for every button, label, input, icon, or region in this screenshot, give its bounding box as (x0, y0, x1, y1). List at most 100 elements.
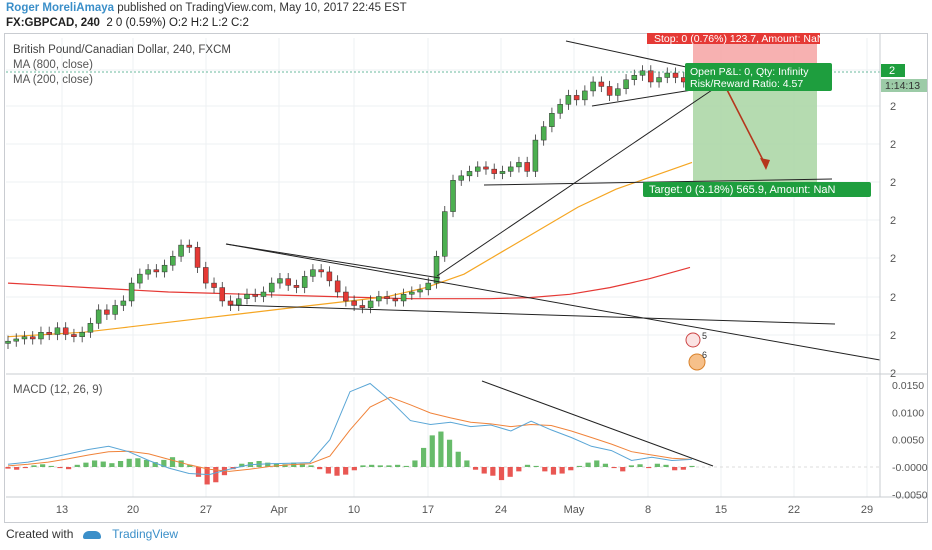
trendline (436, 85, 719, 277)
target-label: Target: 0 (3.18%) 565.9, Amount: NaN (649, 184, 836, 196)
uk-flag-icon (688, 353, 706, 371)
candle-body (71, 334, 77, 337)
candle-body (639, 70, 646, 76)
macd-histogram-bar (663, 464, 669, 467)
macd-histogram-bar (100, 461, 106, 467)
macd-histogram-bar (429, 435, 435, 467)
candle-body (194, 247, 201, 268)
macd-histogram-bar (204, 467, 210, 485)
candle-body (293, 285, 300, 288)
macd-histogram-bar (369, 464, 375, 467)
candle-body (54, 327, 61, 335)
symbol-line: FX:GBPCAD, 240 2 0 (0.59%) O:2 H:2 L:2 C… (6, 17, 249, 29)
macd-histogram-bar (14, 467, 20, 470)
macd-signal-line (7, 396, 693, 472)
time-axis-label: 27 (200, 504, 212, 516)
open-pl-bg (685, 63, 832, 91)
candle-body (137, 273, 143, 284)
candle-body (351, 300, 357, 306)
macd-histogram-bar (152, 462, 158, 467)
time-axis-label: Apr (270, 504, 287, 516)
stop-label: Stop: 0 (0.76%) 123.7, Amount: NaN (654, 33, 824, 45)
macd-axis-label: 0.0100 (892, 407, 924, 419)
candle-body (433, 256, 440, 284)
candle-body (178, 244, 184, 257)
macd-histogram-bar (377, 465, 383, 467)
macd-histogram-bar (22, 467, 28, 469)
candle-body (425, 282, 432, 291)
countdown-label: 1:14:13 (885, 80, 920, 92)
time-axis-label: 10 (348, 504, 360, 516)
trendline (591, 89, 693, 107)
legend-ma800: MA (800, close) (13, 59, 93, 71)
macd-histogram-bar (395, 464, 401, 467)
candle-body (672, 72, 679, 78)
candle-body (549, 113, 555, 127)
macd-histogram-bar (57, 467, 63, 469)
author-link[interactable]: Roger MoreliAmaya (6, 2, 115, 14)
candle-body (21, 336, 28, 340)
candle-body (623, 79, 629, 89)
tradingview-logo-icon (82, 530, 101, 539)
price-axis-label: 2 (890, 139, 896, 151)
macd-histogram-bar (672, 467, 678, 471)
symbol: FX:GBPCAD, 240 (6, 17, 100, 29)
risk-reward-label: Risk/Reward Ratio: 4.57 (690, 78, 803, 90)
candle-body (648, 70, 654, 83)
price-axis-label: 2 (890, 368, 896, 380)
candle-body (499, 171, 506, 174)
candle-body (268, 282, 275, 293)
macd-histogram-bar (83, 462, 89, 467)
macd-axis-label: 0.0050 (892, 435, 924, 447)
macd-histogram-bar (325, 467, 331, 474)
time-axis-label: May (564, 504, 585, 516)
macd-histogram-bar (594, 460, 600, 467)
time-axis-label: 29 (861, 504, 873, 516)
macd-histogram-bar (386, 465, 392, 467)
macd-axis-label: -0.0000 (892, 462, 928, 474)
candle-body (219, 287, 226, 302)
candle-body (615, 88, 621, 96)
candle-body (211, 282, 217, 288)
tradingview-link[interactable]: TradingView (112, 527, 179, 541)
macd-histogram-bar (308, 465, 314, 467)
candle-body (516, 162, 522, 168)
candle-body (582, 90, 588, 101)
macd-histogram-bar (66, 467, 72, 470)
price-badge: 2 (889, 65, 895, 77)
candle-body (161, 264, 168, 273)
event-count: 5 (702, 331, 707, 341)
candle-body (112, 305, 118, 315)
macd-histogram-bar (524, 464, 531, 467)
price-axis-label: 2 (890, 253, 896, 265)
candle-body (409, 291, 415, 295)
candle-body (417, 289, 423, 293)
macd-histogram-bar (299, 463, 305, 467)
macd-histogram-bar (195, 467, 202, 477)
macd-histogram-bar (48, 465, 54, 467)
candle-body (540, 126, 547, 141)
candle-body (301, 276, 308, 288)
price-axis-label: 2 (890, 215, 896, 227)
open-pl-label: Open P&L: 0, Qty: Infinity (690, 66, 809, 78)
macd-histogram-bar (420, 447, 427, 467)
footer: Created with TradingView (6, 527, 178, 541)
macd-histogram-bar (135, 458, 141, 467)
macd-histogram-bar (654, 463, 660, 467)
macd-trendline (481, 380, 714, 467)
macd-histogram-bar (438, 431, 444, 467)
candle-body (235, 298, 242, 306)
candle-body (285, 278, 291, 286)
macd-histogram-bar (464, 460, 470, 467)
candle-body (120, 300, 127, 306)
stop-label-bg (647, 33, 820, 44)
candle-body (29, 336, 36, 340)
candle-body (458, 175, 465, 181)
macd-histogram-bar (143, 459, 150, 467)
candle-body (203, 267, 209, 284)
candle-body (664, 72, 671, 78)
trendline (565, 40, 701, 71)
ma200-line (7, 161, 693, 338)
projection-arrow (721, 79, 767, 167)
